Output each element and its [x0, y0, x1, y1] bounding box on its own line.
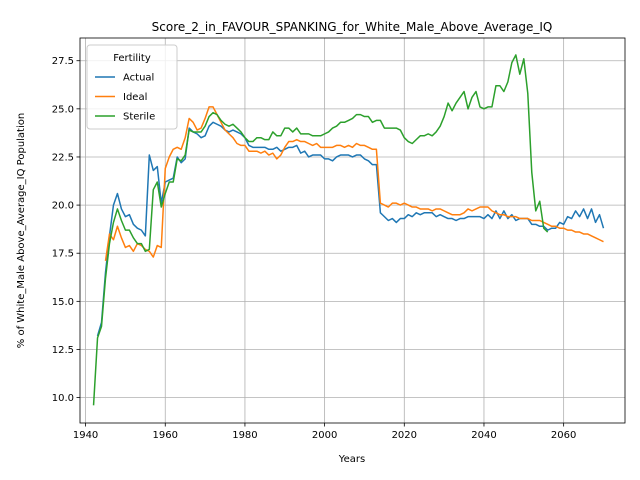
y-tick-label: 12.5: [52, 345, 74, 356]
x-axis-title: Years: [338, 454, 365, 465]
series-layer: [92, 54, 605, 406]
x-tick-label: 1940: [73, 430, 98, 441]
y-tick-label: 10.0: [52, 393, 74, 404]
legend-box: [86, 44, 178, 130]
ticks: 1940 1960 1980 2000 2020 2040 2060 10.0 12.5 15.0…: [52, 56, 577, 441]
y-tick-label: 17.5: [52, 249, 74, 260]
y-tick-label: 15.0: [52, 297, 74, 308]
legend-label-ideal: Ideal: [123, 92, 147, 103]
x-tick-label: 2020: [392, 430, 417, 441]
y-tick-label: 25.0: [52, 104, 74, 115]
y-tick-label: 20.0: [52, 201, 74, 212]
y-tick-label: 22.5: [52, 152, 74, 163]
y-tick-label: 27.5: [52, 56, 74, 67]
y-axis-title: % of White_Male Above_Average_IQ Populat…: [16, 113, 27, 348]
x-tick-label: 1960: [153, 430, 178, 441]
chart-title: Score_2_in_FAVOUR_SPANKING_for_White_Mal…: [152, 20, 553, 34]
plot-area-frame: [79, 37, 626, 424]
legend-title: Fertility: [113, 53, 151, 64]
legend-label-actual: Actual: [123, 73, 154, 84]
x-tick-label: 1980: [232, 430, 257, 441]
grid: [80, 38, 625, 423]
series-line-ideal: [104, 106, 604, 262]
x-tick-label: 2000: [312, 430, 337, 441]
series-line-sterile: [92, 54, 549, 406]
x-tick-label: 2060: [551, 430, 576, 441]
legend-label-sterile: Sterile: [123, 112, 155, 123]
legend: Fertility Actual Ideal Sterile: [86, 44, 178, 130]
x-tick-label: 2040: [471, 430, 496, 441]
